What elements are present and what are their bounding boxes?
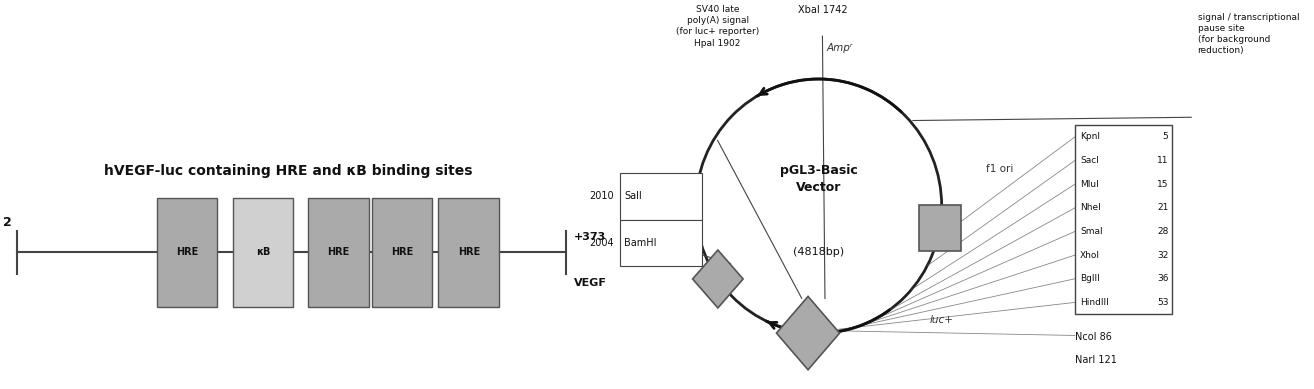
Polygon shape bbox=[692, 250, 744, 308]
Text: +373: +373 bbox=[574, 232, 606, 242]
Text: signal / transcriptional
pause site
(for background
reduction): signal / transcriptional pause site (for… bbox=[1197, 13, 1300, 55]
Text: VEGF: VEGF bbox=[574, 279, 607, 288]
Text: SmaI: SmaI bbox=[1080, 227, 1102, 236]
Text: 21: 21 bbox=[1158, 203, 1168, 212]
Text: NarI 121: NarI 121 bbox=[1075, 355, 1117, 365]
Text: MluI: MluI bbox=[1080, 180, 1099, 189]
Text: HRE: HRE bbox=[390, 247, 413, 258]
Text: SV40 late
poly(A) signal
(for luc+ reporter)
HpaI 1902: SV40 late poly(A) signal (for luc+ repor… bbox=[675, 5, 759, 47]
Text: 2004: 2004 bbox=[590, 238, 614, 248]
Text: XbaI 1742: XbaI 1742 bbox=[798, 5, 848, 15]
Text: 32: 32 bbox=[1158, 251, 1168, 259]
Text: 11: 11 bbox=[1158, 156, 1168, 165]
Text: KpnI: KpnI bbox=[1080, 132, 1100, 141]
Text: 28: 28 bbox=[1158, 227, 1168, 236]
Text: HRE: HRE bbox=[176, 247, 198, 258]
Text: BglII: BglII bbox=[1080, 274, 1100, 283]
Text: pGL3-Basic
Vector: pGL3-Basic Vector bbox=[779, 164, 858, 194]
Text: 15: 15 bbox=[1158, 180, 1168, 189]
FancyBboxPatch shape bbox=[309, 198, 369, 307]
Text: 2: 2 bbox=[3, 216, 12, 229]
FancyBboxPatch shape bbox=[918, 205, 961, 251]
Text: NcoI 86: NcoI 86 bbox=[1075, 331, 1112, 342]
Text: SalI: SalI bbox=[624, 191, 643, 202]
FancyBboxPatch shape bbox=[439, 198, 499, 307]
Text: (4818bp): (4818bp) bbox=[794, 247, 844, 258]
Text: hVEGF-luc containing HRE and κB binding sites: hVEGF-luc containing HRE and κB binding … bbox=[104, 164, 473, 178]
Text: 53: 53 bbox=[1158, 298, 1168, 307]
Text: 2010: 2010 bbox=[590, 191, 614, 202]
Text: XhoI: XhoI bbox=[1080, 251, 1100, 259]
Text: NheI: NheI bbox=[1080, 203, 1101, 212]
FancyBboxPatch shape bbox=[1075, 125, 1172, 314]
FancyBboxPatch shape bbox=[156, 198, 218, 307]
Text: f1 ori: f1 ori bbox=[987, 164, 1013, 174]
FancyBboxPatch shape bbox=[372, 198, 432, 307]
Text: κB: κB bbox=[256, 247, 271, 258]
FancyBboxPatch shape bbox=[620, 173, 703, 220]
Text: ori: ori bbox=[623, 233, 637, 244]
Text: HRE: HRE bbox=[327, 247, 350, 258]
Text: luc+: luc+ bbox=[929, 315, 954, 325]
Text: Ampʳ: Ampʳ bbox=[827, 44, 853, 53]
FancyBboxPatch shape bbox=[233, 198, 293, 307]
FancyBboxPatch shape bbox=[620, 220, 703, 266]
Text: 36: 36 bbox=[1158, 274, 1168, 283]
Text: HRE: HRE bbox=[457, 247, 480, 258]
Polygon shape bbox=[777, 296, 840, 370]
Text: SacI: SacI bbox=[1080, 156, 1099, 165]
Text: HindIII: HindIII bbox=[1080, 298, 1109, 307]
Text: 5: 5 bbox=[1163, 132, 1168, 141]
Text: BamHI: BamHI bbox=[624, 238, 657, 248]
